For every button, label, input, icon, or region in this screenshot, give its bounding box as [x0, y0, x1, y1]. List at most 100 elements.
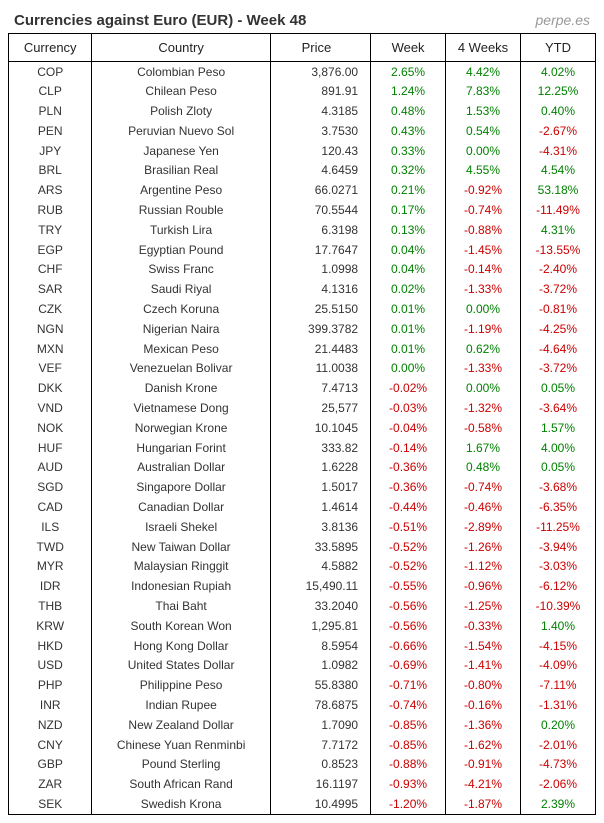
cell-ytd: -3.64% — [521, 399, 596, 419]
cell-price: 7.7172 — [270, 735, 370, 755]
cell-currency: PEN — [9, 121, 92, 141]
cell-country: Danish Krone — [92, 379, 270, 399]
cell-ytd: 4.54% — [521, 161, 596, 181]
cell-country: Hong Kong Dollar — [92, 636, 270, 656]
cell-price: 55.8380 — [270, 676, 370, 696]
cell-currency: USD — [9, 656, 92, 676]
cell-currency: BRL — [9, 161, 92, 181]
cell-week: -0.02% — [371, 379, 446, 399]
cell-price: 1.7090 — [270, 715, 370, 735]
cell-ytd: 0.40% — [521, 102, 596, 122]
cell-country: Colombian Peso — [92, 62, 270, 82]
cell-country: Swedish Krona — [92, 794, 270, 814]
cell-ytd: -2.67% — [521, 121, 596, 141]
cell-ytd: -2.06% — [521, 775, 596, 795]
cell-currency: NGN — [9, 319, 92, 339]
cell-ytd: -4.31% — [521, 141, 596, 161]
col-header-4weeks: 4 Weeks — [446, 34, 521, 62]
cell-country: Venezuelan Bolivar — [92, 359, 270, 379]
cell-price: 21.4483 — [270, 339, 370, 359]
cell-ytd: -3.72% — [521, 280, 596, 300]
cell-4weeks: -1.25% — [446, 597, 521, 617]
cell-ytd: -3.94% — [521, 537, 596, 557]
header: Currencies against Euro (EUR) - Week 48 … — [8, 8, 596, 33]
source-label: perpe.es — [536, 12, 590, 28]
cell-country: United States Dollar — [92, 656, 270, 676]
cell-4weeks: -0.33% — [446, 616, 521, 636]
table-header-row: Currency Country Price Week 4 Weeks YTD — [9, 34, 596, 62]
cell-4weeks: -0.58% — [446, 418, 521, 438]
cell-price: 7.4713 — [270, 379, 370, 399]
cell-4weeks: 0.00% — [446, 141, 521, 161]
cell-4weeks: -2.89% — [446, 517, 521, 537]
cell-price: 25.5150 — [270, 300, 370, 320]
table-row: RUBRussian Rouble70.55440.17%-0.74%-11.4… — [9, 201, 596, 221]
cell-week: -0.04% — [371, 418, 446, 438]
cell-currency: HUF — [9, 438, 92, 458]
cell-ytd: -3.03% — [521, 557, 596, 577]
cell-week: -0.88% — [371, 755, 446, 775]
cell-ytd: -4.15% — [521, 636, 596, 656]
cell-currency: SAR — [9, 280, 92, 300]
page-title: Currencies against Euro (EUR) - Week 48 — [14, 12, 306, 29]
cell-week: 0.04% — [371, 240, 446, 260]
cell-currency: KRW — [9, 616, 92, 636]
table-row: VEFVenezuelan Bolivar11.00380.00%-1.33%-… — [9, 359, 596, 379]
cell-country: Argentine Peso — [92, 181, 270, 201]
cell-currency: JPY — [9, 141, 92, 161]
cell-price: 0.8523 — [270, 755, 370, 775]
cell-ytd: 1.40% — [521, 616, 596, 636]
cell-week: -0.55% — [371, 577, 446, 597]
cell-price: 399.3782 — [270, 319, 370, 339]
cell-4weeks: -0.80% — [446, 676, 521, 696]
cell-currency: AUD — [9, 458, 92, 478]
cell-currency: CHF — [9, 260, 92, 280]
cell-price: 10.1045 — [270, 418, 370, 438]
cell-ytd: -3.68% — [521, 478, 596, 498]
cell-week: -0.93% — [371, 775, 446, 795]
cell-country: Israeli Shekel — [92, 517, 270, 537]
cell-ytd: -11.25% — [521, 517, 596, 537]
cell-country: Egyptian Pound — [92, 240, 270, 260]
table-row: AUDAustralian Dollar1.6228-0.36%0.48%0.0… — [9, 458, 596, 478]
cell-4weeks: -0.96% — [446, 577, 521, 597]
cell-price: 11.0038 — [270, 359, 370, 379]
cell-4weeks: -1.33% — [446, 280, 521, 300]
cell-week: 0.48% — [371, 102, 446, 122]
cell-4weeks: 0.00% — [446, 300, 521, 320]
cell-week: -0.03% — [371, 399, 446, 419]
cell-currency: COP — [9, 62, 92, 82]
cell-4weeks: -1.87% — [446, 794, 521, 814]
cell-week: -0.52% — [371, 557, 446, 577]
table-row: SEKSwedish Krona10.4995-1.20%-1.87%2.39% — [9, 794, 596, 814]
cell-ytd: -10.39% — [521, 597, 596, 617]
col-header-week: Week — [371, 34, 446, 62]
cell-country: Australian Dollar — [92, 458, 270, 478]
cell-ytd: 4.02% — [521, 62, 596, 82]
table-row: CZKCzech Koruna25.51500.01%0.00%-0.81% — [9, 300, 596, 320]
cell-country: Pound Sterling — [92, 755, 270, 775]
cell-4weeks: -0.92% — [446, 181, 521, 201]
cell-currency: CLP — [9, 82, 92, 102]
cell-currency: PHP — [9, 676, 92, 696]
cell-country: New Taiwan Dollar — [92, 537, 270, 557]
cell-4weeks: 4.55% — [446, 161, 521, 181]
cell-price: 1,295.81 — [270, 616, 370, 636]
cell-ytd: 0.05% — [521, 379, 596, 399]
cell-country: Nigerian Naira — [92, 319, 270, 339]
cell-week: -0.51% — [371, 517, 446, 537]
cell-price: 10.4995 — [270, 794, 370, 814]
cell-4weeks: -0.88% — [446, 220, 521, 240]
col-header-price: Price — [270, 34, 370, 62]
cell-currency: HKD — [9, 636, 92, 656]
table-row: USDUnited States Dollar1.0982-0.69%-1.41… — [9, 656, 596, 676]
cell-price: 70.5544 — [270, 201, 370, 221]
cell-week: 0.32% — [371, 161, 446, 181]
table-row: TWDNew Taiwan Dollar33.5895-0.52%-1.26%-… — [9, 537, 596, 557]
cell-4weeks: -4.21% — [446, 775, 521, 795]
cell-4weeks: -1.41% — [446, 656, 521, 676]
cell-week: -0.56% — [371, 597, 446, 617]
cell-country: Brasilian Real — [92, 161, 270, 181]
table-row: INRIndian Rupee78.6875-0.74%-0.16%-1.31% — [9, 696, 596, 716]
cell-price: 4.5882 — [270, 557, 370, 577]
